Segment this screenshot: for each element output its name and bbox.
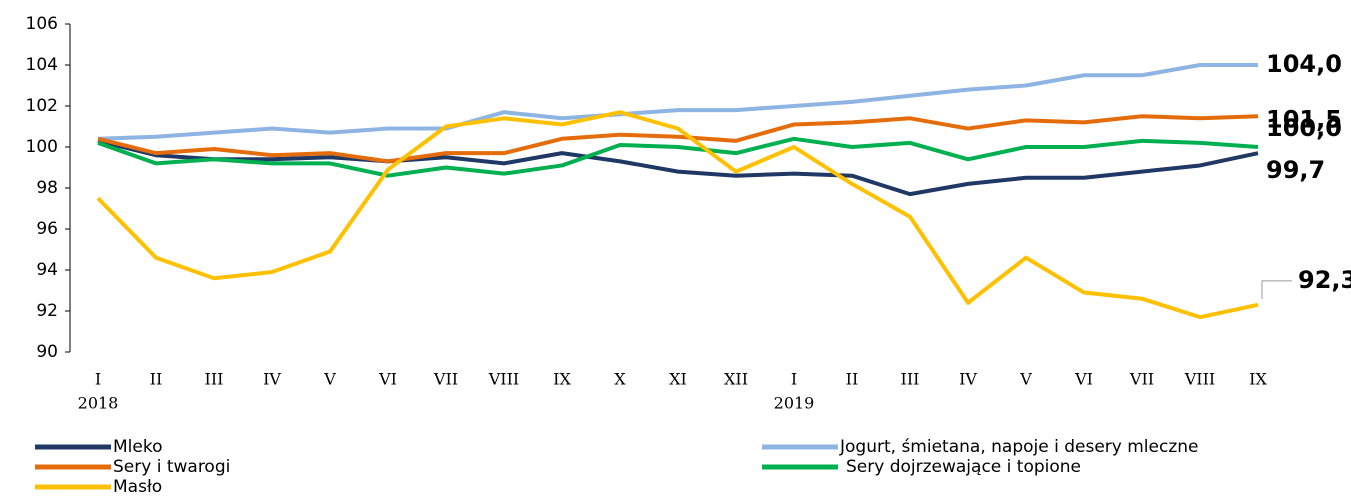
y-tick-label: 94 (36, 260, 58, 280)
data-label: 101,5 (1266, 105, 1342, 133)
x-tick-label: IV (959, 370, 977, 389)
legend-label: Jogurt, śmietana, napoje i desery mleczn… (839, 437, 1199, 457)
legend-label: Masło (113, 477, 162, 497)
x-tick-label: VII (1129, 370, 1154, 389)
data-label: 100,0 (1266, 114, 1342, 142)
x-tick-label: II (846, 370, 859, 389)
y-tick-label: 92 (36, 301, 58, 321)
series-line (97, 136, 1259, 178)
x-tick-label: IV (263, 370, 281, 389)
x-tick-label: VI (1074, 370, 1093, 389)
data-label: 99,7 (1266, 156, 1325, 184)
x-tick-label: VIII (488, 370, 520, 389)
series-line (97, 138, 1259, 197)
y-tick-label: 100 (26, 137, 58, 157)
x-tick-label: VI (378, 370, 397, 389)
x-year-label: 2018 (78, 394, 119, 413)
x-tick-label: II (150, 370, 163, 389)
x-tick-label: IX (1249, 370, 1267, 389)
x-tick-label: V (1019, 370, 1032, 389)
legend-label: Sery dojrzewające i topione (846, 457, 1081, 477)
y-tick-label: 90 (36, 342, 58, 362)
x-tick-label: IX (553, 370, 571, 389)
x-tick-label: V (323, 370, 336, 389)
y-tick-label: 102 (26, 96, 58, 116)
series-line (97, 63, 1258, 141)
x-tick-label: XII (724, 370, 748, 389)
data-label: 104,0 (1266, 50, 1342, 78)
series-line (97, 114, 1259, 164)
y-tick-label: 98 (36, 178, 58, 198)
x-tick-label: XI (669, 370, 687, 389)
legend-label: Sery i twarogi (113, 457, 230, 477)
legend-label: Mleko (113, 437, 163, 457)
y-tick-label: 106 (26, 14, 58, 34)
x-tick-label: VII (433, 370, 458, 389)
y-tick-label: 96 (36, 219, 58, 239)
x-tick-label: III (901, 370, 920, 389)
x-tick-label: VIII (1184, 370, 1216, 389)
y-tick-label: 104 (26, 55, 58, 75)
x-tick-label: I (791, 370, 797, 389)
x-year-label: 2019 (774, 394, 815, 413)
leader-line (1261, 280, 1292, 299)
x-tick-label: III (205, 370, 224, 389)
x-tick-label: I (95, 370, 101, 389)
data-label: 92,3 (1298, 266, 1351, 294)
series-line (96, 110, 1259, 320)
x-tick-label: X (614, 370, 626, 389)
